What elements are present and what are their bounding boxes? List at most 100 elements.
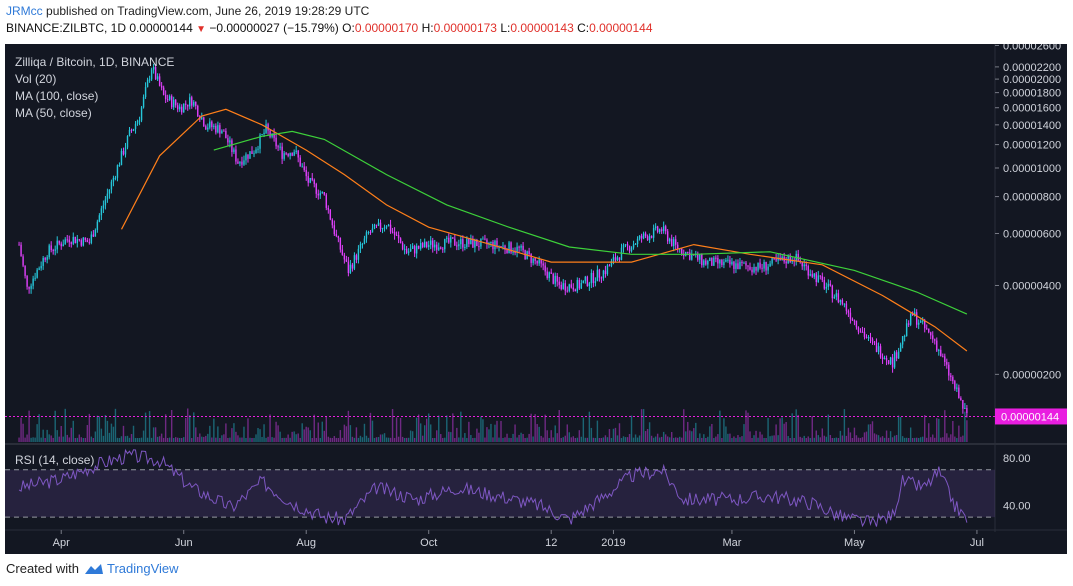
candle-body [542, 263, 544, 266]
open-label: O: [342, 21, 355, 35]
volume-bar [132, 425, 135, 442]
candle-body [44, 258, 46, 260]
candle-body [885, 358, 888, 361]
volume-bar [80, 437, 83, 442]
candle-body [265, 124, 267, 133]
volume-bar [801, 437, 803, 442]
candle-body [520, 245, 522, 248]
candle-body [446, 237, 448, 239]
author-link[interactable]: JRMcc [6, 4, 43, 18]
candle-body [361, 243, 364, 245]
volume-bar [885, 430, 888, 442]
candle-body [508, 242, 510, 254]
volume-bar [787, 436, 789, 442]
brand-text: TradingView [106, 561, 179, 576]
volume-bar [705, 438, 707, 442]
volume-bar [185, 417, 187, 442]
candle-body [847, 310, 850, 313]
candle-body [136, 120, 139, 124]
rsi-band [5, 469, 995, 518]
volume-bar [181, 438, 183, 442]
chart-frame[interactable]: 0.00002600 0.00002200 0.00002000 0.00001800… [5, 44, 1067, 554]
candle-body [681, 248, 683, 255]
candle-body [227, 138, 229, 143]
candle-body [110, 181, 113, 190]
candle-body [805, 264, 807, 267]
volume-bar [928, 423, 930, 442]
volume-bar [622, 436, 625, 442]
volume-bar [82, 438, 85, 442]
volume-bar [136, 437, 139, 442]
volume-bar [355, 427, 358, 442]
candle-body [552, 273, 554, 284]
candle-body [152, 67, 155, 70]
volume-bar [367, 437, 370, 442]
candle-body [879, 346, 882, 358]
volume-bar [737, 435, 739, 442]
candle-body [305, 170, 307, 177]
candle-body [915, 312, 918, 325]
volume-bar [68, 437, 70, 442]
volume-bar [32, 437, 34, 442]
volume-bar [735, 437, 737, 442]
candle-body [550, 272, 552, 274]
candle-body [932, 335, 934, 340]
volume-bar [152, 427, 155, 442]
volume-bar [166, 437, 169, 442]
volume-bar [30, 437, 32, 442]
candle-body [658, 229, 661, 232]
candle-body [735, 263, 737, 269]
volume-bar [624, 437, 627, 442]
created-with-text: Created with [6, 561, 79, 576]
candle-body [683, 254, 685, 256]
tradingview-logo[interactable]: TradingView [83, 561, 179, 576]
candle-body [309, 177, 311, 183]
candle-body [576, 280, 579, 292]
candle-body [554, 275, 556, 284]
volume-bar [162, 437, 165, 442]
volume-bar [588, 411, 591, 442]
volume-bar [140, 437, 143, 442]
volume-bar [897, 415, 900, 442]
volume-bar [112, 426, 115, 442]
candle-body [719, 259, 721, 264]
candle-body [444, 238, 446, 250]
candle-body [522, 245, 524, 251]
volume-bar [683, 409, 685, 442]
candle-body [203, 117, 205, 127]
volume-bar [889, 431, 892, 442]
volume-bar [851, 437, 854, 442]
candle-body [926, 328, 928, 330]
volume-bar [211, 437, 213, 442]
candle-body [285, 153, 287, 155]
volume-bar [403, 438, 406, 442]
candle-body [622, 244, 625, 248]
candle-body [877, 346, 880, 352]
candle-body [365, 232, 368, 239]
volume-bar [703, 434, 705, 442]
candle-body [371, 228, 374, 233]
candle-body [670, 239, 673, 247]
candle-body [176, 105, 179, 110]
candle-body [205, 126, 207, 130]
candle-body [538, 259, 540, 264]
x-tick-label: Jun [175, 537, 193, 549]
candle-body [634, 243, 637, 245]
candle-body [616, 257, 619, 261]
candle-body [72, 236, 74, 244]
high-value: 0.00000173 [433, 21, 497, 35]
volume-bar [201, 436, 203, 442]
candle-body [966, 408, 968, 414]
volume-bar [677, 437, 679, 442]
candle-body [592, 272, 595, 283]
candle-body [363, 238, 366, 244]
volume-bar [130, 434, 133, 442]
volume-bar [484, 437, 486, 442]
candle-body [578, 280, 581, 289]
candle-body [160, 85, 163, 88]
candle-body [438, 247, 440, 250]
candle-body [701, 254, 703, 266]
candle-body [956, 387, 958, 389]
candle-body [765, 262, 767, 271]
